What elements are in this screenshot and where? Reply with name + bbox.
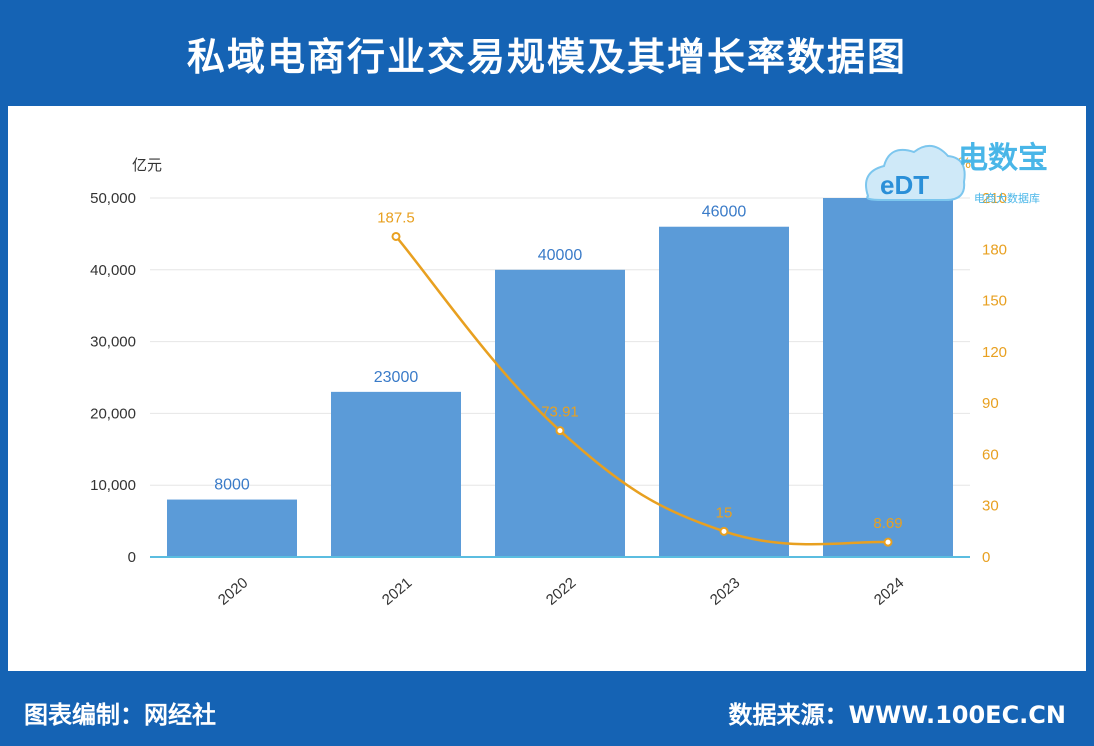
bar-value-label: 40000 [538,247,583,264]
bar-value-label: 46000 [702,204,747,221]
chart-svg: 0 10,000 20,000 30,000 40,000 50,000 0 30 60 90 12… [90,141,1048,609]
line-point [883,537,893,547]
cloud-logo-icon [865,145,966,201]
logo-subtitle: 电商大数据库 [974,191,1040,205]
x-tick-label: 2024 [871,574,907,608]
y-tick-label-left: 10,000 [90,477,136,494]
x-tick-label: 2022 [543,574,579,608]
y-tick-label-right: 60 [982,446,999,463]
bar [167,499,297,557]
x-tick-label: 2021 [379,574,415,608]
y-tick-label-right: 150 [982,293,1007,310]
bar-value-label: 8000 [214,477,250,494]
logo-mark: eDT [880,170,929,200]
y-tick-label-left: 40,000 [90,262,136,279]
line-value-label: 15 [716,504,733,521]
bar [823,198,953,557]
chart-title: 私域电商行业交易规模及其增长率数据图 [186,34,907,79]
y-tick-label-left: 0 [128,549,136,566]
y-tick-label-right: 30 [982,498,999,515]
y-axis-unit-left: 亿元 [132,156,162,174]
growth-rate-line [395,235,889,546]
bar-value-label: 23000 [374,369,419,386]
line-point [555,426,565,436]
line-value-label: 73.91 [541,404,579,421]
x-tick-label: 2020 [215,574,251,608]
logo-name: 电数宝 [958,141,1048,176]
y-tick-label-right: 0 [982,549,990,566]
line-value-label: 187.5 [377,209,415,226]
bar [495,269,625,557]
y-tick-label-left: 20,000 [90,405,136,422]
footer-credit: 图表编制：网经社 [24,701,216,729]
bar [659,226,789,557]
y-tick-label-left: 30,000 [90,334,136,351]
x-tick-label: 2023 [707,574,743,608]
title-bar: 私域电商行业交易规模及其增长率数据图 [0,0,1094,106]
line-point [391,231,401,241]
y-tick-label-right: 180 [982,241,1007,258]
line-point [719,526,729,536]
footer-bar: 图表编制：网经社 数据来源：WWW.100EC.CN [0,671,1094,746]
bar [331,391,461,557]
y-tick-label-right: 120 [982,344,1007,361]
footer-source: 数据来源：WWW.100EC.CN [728,701,1067,729]
line-value-label: 8.69 [873,515,902,532]
y-tick-label-right: 90 [982,395,999,412]
chart-area: 0 10,000 20,000 30,000 40,000 50,000 0 30 60 90 12… [0,106,1094,671]
y-tick-label-left: 50,000 [90,190,136,207]
y-tick-label-right: 210 [982,190,1007,207]
